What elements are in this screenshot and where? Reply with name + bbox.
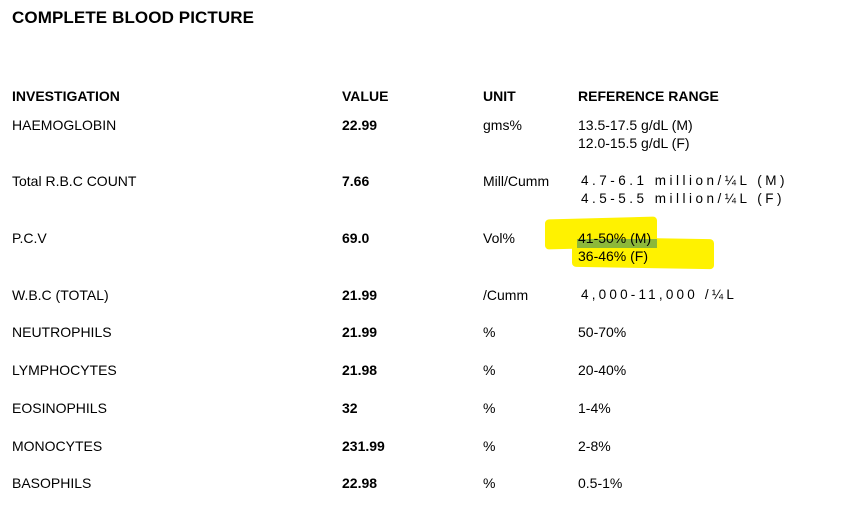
- reference-eosinophils: 1-4%: [578, 400, 611, 416]
- investigation-pcv: P.C.V: [12, 230, 47, 246]
- reference-haemoglobin-female: 12.0-15.5 g/dL (F): [578, 135, 690, 151]
- column-header-value: VALUE: [342, 88, 389, 104]
- unit-haemoglobin: gms%: [483, 117, 522, 133]
- reference-haemoglobin-male: 13.5-17.5 g/dL (M): [578, 117, 693, 133]
- investigation-rbc-count: Total R.B.C COUNT: [12, 173, 137, 189]
- unit-pcv: Vol%: [483, 230, 515, 246]
- unit-basophils: %: [483, 475, 496, 491]
- investigation-monocytes: MONOCYTES: [12, 438, 103, 454]
- value-rbc-count: 7.66: [342, 173, 370, 189]
- column-header-unit: UNIT: [483, 88, 516, 104]
- unit-neutrophils: %: [483, 324, 496, 340]
- reference-lymphocytes: 20-40%: [578, 362, 627, 378]
- report-title: COMPLETE BLOOD PICTURE: [12, 8, 255, 27]
- value-pcv: 69.0: [342, 230, 370, 246]
- reference-wbc-total: 4,000-11,000 /¼L: [581, 287, 738, 302]
- investigation-lymphocytes: LYMPHOCYTES: [12, 362, 117, 378]
- column-header-investigation: INVESTIGATION: [12, 88, 120, 104]
- investigation-haemoglobin: HAEMOGLOBIN: [12, 117, 117, 133]
- value-basophils: 22.98: [342, 475, 378, 491]
- reference-pcv-male: 41-50% (M): [578, 230, 652, 246]
- unit-lymphocytes: %: [483, 362, 496, 378]
- value-eosinophils: 32: [342, 400, 358, 416]
- reference-neutrophils: 50-70%: [578, 324, 627, 340]
- reference-rbc-count-male: 4.7-6.1 million/¼L (M): [581, 173, 789, 188]
- reference-rbc-count-female: 4.5-5.5 million/¼L (F): [581, 191, 786, 206]
- value-lymphocytes: 21.98: [342, 362, 378, 378]
- reference-basophils: 0.5-1%: [578, 475, 623, 491]
- value-wbc-total: 21.99: [342, 287, 378, 303]
- value-monocytes: 231.99: [342, 438, 385, 454]
- highlight-overlap: [577, 239, 657, 248]
- investigation-eosinophils: EOSINOPHILS: [12, 400, 107, 416]
- column-header-reference-range: REFERENCE RANGE: [578, 88, 719, 104]
- value-neutrophils: 21.99: [342, 324, 378, 340]
- investigation-neutrophils: NEUTROPHILS: [12, 324, 112, 340]
- unit-wbc-total: /Cumm: [483, 287, 529, 303]
- reference-monocytes: 2-8%: [578, 438, 611, 454]
- investigation-basophils: BASOPHILS: [12, 475, 92, 491]
- unit-monocytes: %: [483, 438, 496, 454]
- unit-rbc-count: Mill/Cumm: [483, 173, 550, 189]
- reference-pcv-female: 36-46% (F): [578, 248, 649, 264]
- unit-eosinophils: %: [483, 400, 496, 416]
- investigation-wbc-total: W.B.C (TOTAL): [12, 287, 109, 303]
- value-haemoglobin: 22.99: [342, 117, 378, 133]
